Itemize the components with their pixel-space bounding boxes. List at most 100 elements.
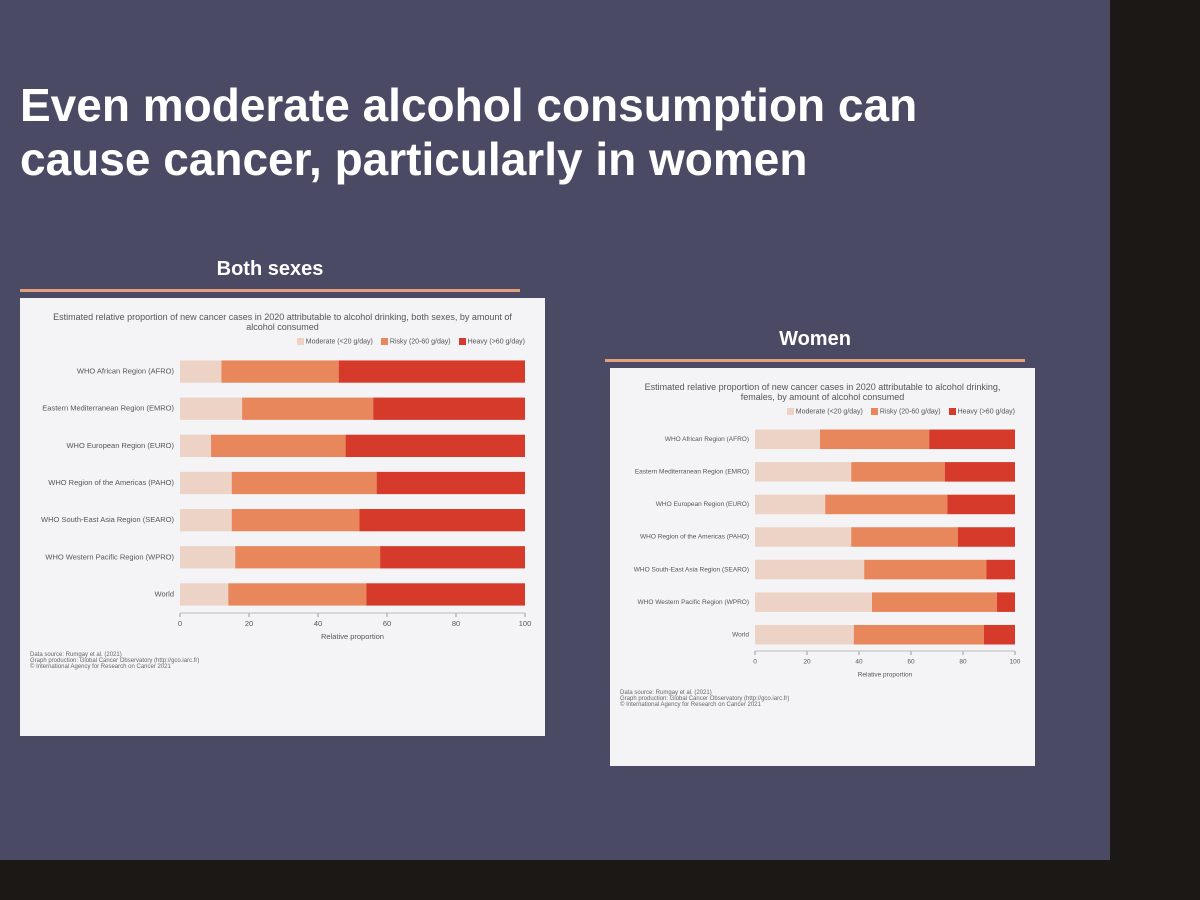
x-tick-label: 20 — [803, 659, 811, 666]
bar-segment — [755, 527, 852, 548]
bar-segment — [755, 495, 826, 515]
y-tick-label: World — [732, 632, 749, 639]
legend-swatch — [296, 338, 304, 345]
bar-segment — [345, 435, 525, 458]
source-line: Data source: Rumgay et al. (2021) — [30, 652, 122, 659]
bar-segment — [755, 462, 852, 482]
slide: Even moderate alcohol consumption can ca… — [0, 0, 1110, 860]
legend-label: Heavy (>60 g/day) — [467, 338, 525, 346]
y-tick-label: WHO African Region (AFRO) — [77, 367, 175, 376]
legend-label: Heavy (>60 g/day) — [957, 408, 1015, 416]
bar-segment — [755, 625, 854, 645]
bar-segment — [221, 360, 339, 384]
chart-panel: Estimated relative proportion of new can… — [610, 368, 1035, 766]
bar-segment — [180, 397, 243, 421]
bar-segment — [180, 509, 232, 532]
y-tick-label: WHO Western Pacific Region (WPRO) — [638, 599, 749, 606]
legend: Moderate (<20 g/day) Risky (20-60 g/day) H… — [620, 406, 1025, 417]
x-tick-label: 0 — [178, 619, 182, 628]
source-line: Graph production: Global Cancer Observat… — [30, 658, 200, 665]
legend-swatch — [380, 338, 388, 345]
bar-segment — [755, 592, 872, 613]
y-tick-label: WHO Region of the Americas (PAHO) — [48, 478, 174, 487]
legend-swatch — [948, 408, 956, 415]
y-tick-label: WHO Western Pacific Region (WPRO) — [45, 553, 174, 562]
chart-title: Estimated relative proportion of new can… — [53, 312, 512, 332]
bar-segment — [180, 360, 222, 384]
x-tick-label: 80 — [452, 619, 460, 628]
source-line: © International Agency for Research on C… — [620, 702, 761, 709]
chart-title: Estimated relative proportion of new can… — [644, 382, 1001, 402]
bar-segment — [380, 546, 525, 569]
x-tick-label: 100 — [519, 619, 532, 628]
chart-heading: Both sexes — [20, 258, 520, 292]
bar-segment — [851, 527, 958, 548]
slide-title: Even moderate alcohol consumption can ca… — [20, 79, 918, 185]
bar-segment — [211, 435, 346, 458]
bar-segment — [944, 462, 1015, 482]
bar-segment — [947, 495, 1015, 515]
x-axis-label: Relative proportion — [858, 672, 913, 679]
x-tick-label: 0 — [753, 659, 757, 666]
y-tick-label: Eastern Mediterranean Region (EMRO) — [635, 469, 749, 476]
chart-panel: Estimated relative proportion of new can… — [20, 298, 545, 736]
bar-segment — [231, 472, 377, 495]
bar-segment — [366, 583, 525, 606]
x-tick-label: 60 — [383, 619, 391, 628]
bar-segment — [228, 583, 367, 606]
y-tick-label: Eastern Mediterranean Region (EMRO) — [42, 404, 174, 413]
source: Data source: Rumgay et al. (2021) Graph p… — [620, 690, 1025, 708]
bar-segment — [825, 495, 948, 515]
y-tick-label: WHO European Region (EURO) — [656, 501, 749, 508]
bar-segment — [359, 509, 525, 532]
y-tick-label: WHO South-East Asia Region (SEARO) — [41, 515, 174, 524]
y-tick-label: WHO African Region (AFRO) — [665, 436, 749, 443]
bar-segment — [996, 592, 1015, 613]
x-tick-label: 20 — [245, 619, 253, 628]
bar-segment — [376, 472, 525, 495]
x-tick-label: 100 — [1010, 659, 1021, 666]
bar-segment — [180, 472, 232, 495]
source-line: © International Agency for Research on C… — [30, 664, 171, 671]
bar-segment — [986, 560, 1015, 580]
legend-swatch — [786, 408, 794, 415]
bar-segment — [864, 560, 987, 580]
bar-segment — [957, 527, 1015, 548]
bar-segment — [853, 625, 984, 645]
legend-swatch — [458, 338, 466, 345]
x-axis-label: Relative proportion — [321, 632, 384, 641]
legend-label: Moderate (<20 g/day) — [795, 408, 863, 416]
x-tick-label: 40 — [314, 619, 322, 628]
bar-segment — [820, 429, 930, 450]
legend-label: Risky (20-60 g/day) — [879, 408, 941, 416]
chart-heading: Women — [605, 328, 1025, 362]
chart: 0 20 40 60 80 100 Relative proportion WHO Afric… — [41, 360, 532, 641]
bar-segment — [242, 397, 374, 421]
source: Data source: Rumgay et al. (2021) Graph p… — [30, 652, 535, 670]
source-line: Graph production: Global Cancer Observat… — [620, 696, 790, 703]
y-tick-label: WHO South-East Asia Region (SEARO) — [634, 567, 749, 574]
x-tick-label: 80 — [959, 659, 967, 666]
bar-segment — [180, 435, 212, 458]
bar-segment — [755, 560, 865, 580]
bar-segment — [180, 546, 236, 569]
chart: 0 20 40 60 80 100 Relative proportion WHO Afric… — [634, 429, 1021, 679]
bar-segment — [180, 583, 229, 606]
bar-segment — [872, 592, 997, 613]
bar-segment — [338, 360, 525, 384]
bar-segment — [983, 625, 1015, 645]
bar-segment — [373, 397, 525, 421]
bar-segment — [235, 546, 381, 569]
bar-segment — [929, 429, 1015, 450]
legend-label: Risky (20-60 g/day) — [389, 338, 451, 346]
legend-swatch — [870, 408, 878, 415]
legend: Moderate (<20 g/day) Risky (20-60 g/day) H… — [30, 336, 535, 347]
x-tick-label: 40 — [855, 659, 863, 666]
bar-segment — [851, 462, 945, 482]
y-tick-label: World — [155, 590, 174, 599]
legend-label: Moderate (<20 g/day) — [305, 338, 373, 346]
bar-segment — [755, 429, 820, 450]
y-tick-label: WHO Region of the Americas (PAHO) — [640, 534, 749, 541]
source-line: Data source: Rumgay et al. (2021) — [620, 690, 712, 697]
